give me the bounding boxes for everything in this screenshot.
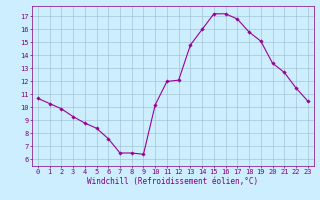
X-axis label: Windchill (Refroidissement éolien,°C): Windchill (Refroidissement éolien,°C) [87,177,258,186]
